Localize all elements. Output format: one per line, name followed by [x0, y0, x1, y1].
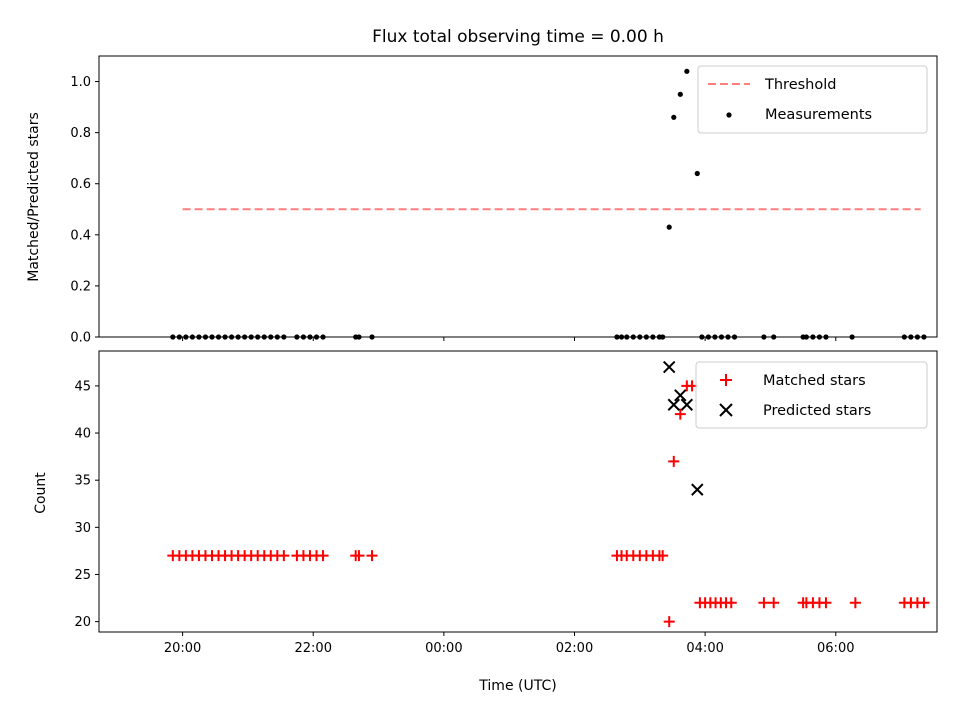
- matched-legend-swatch: [720, 374, 732, 386]
- x-tick-label: 04:00: [686, 641, 723, 656]
- measurements-point: [677, 91, 683, 97]
- count-panel-marks: [167, 360, 930, 628]
- matched-stars-point: [366, 550, 378, 562]
- matched-stars-point: [663, 616, 675, 628]
- y-tick-label: 20: [74, 615, 91, 630]
- count-panel: 20 25 30 35 40 45 20:00 22:00 00:00 02:00 04:00 06:…: [33, 350, 938, 656]
- y-tick-label: 30: [74, 521, 91, 536]
- x-tick-label: 20:00: [164, 641, 201, 656]
- predicted-stars-point: [680, 398, 694, 411]
- y-tick-label: 25: [74, 568, 91, 583]
- ratio-legend-box: [697, 65, 928, 134]
- y-tick-label: 45: [74, 379, 91, 394]
- matched-stars-point: [725, 597, 737, 609]
- matched-stars-point: [668, 455, 680, 467]
- ratio-panel-ticks: 0.0 0.2 0.4 0.6 0.8 1.0: [70, 75, 837, 346]
- measurements-point: [666, 224, 672, 230]
- ratio-y-axis-label: Matched/Predicted stars: [26, 112, 42, 282]
- y-tick-label: 0.8: [70, 126, 91, 141]
- y-tick-label: 0.2: [70, 279, 91, 294]
- measurements-legend-swatch: [726, 112, 732, 118]
- count-y-axis-label: Count: [33, 472, 49, 514]
- matched-stars-point: [768, 597, 780, 609]
- matched-stars-point: [820, 597, 832, 609]
- x-tick-label: 00:00: [425, 641, 462, 656]
- predicted-legend-label: Predicted stars: [763, 403, 871, 419]
- x-tick-label: 02:00: [556, 641, 593, 656]
- predicted-stars-point: [662, 360, 676, 374]
- count-legend: Matched stars Predicted stars: [695, 361, 928, 429]
- matched-stars-point: [278, 550, 290, 562]
- predicted-stars-point: [667, 398, 680, 411]
- y-tick-label: 1.0: [70, 75, 91, 90]
- matched-stars-point: [353, 550, 365, 562]
- matched-stars-point: [674, 408, 686, 420]
- x-axis-label: Time (UTC): [478, 678, 556, 694]
- ratio-legend: Threshold Measurements: [697, 65, 928, 134]
- predicted-stars-point: [674, 389, 687, 402]
- count-panel-frame: [98, 350, 938, 633]
- matched-stars-point: [657, 550, 669, 562]
- matched-stars-point: [918, 597, 930, 609]
- count-panel-ticks: 20 25 30 35 40 45 20:00 22:00 00:00 02:00 04:00 06:…: [74, 379, 854, 656]
- y-tick-label: 0.6: [70, 177, 91, 192]
- plot-title: Flux total observing time = 0.00 h: [372, 27, 664, 47]
- x-tick-label: 22:00: [295, 641, 332, 656]
- y-tick-label: 35: [74, 474, 91, 489]
- y-tick-label: 0.0: [70, 331, 91, 346]
- matched-stars-point: [849, 597, 861, 609]
- ratio-panel-frame: [98, 55, 938, 338]
- count-legend-box: [695, 361, 928, 429]
- y-tick-label: 0.4: [70, 228, 91, 243]
- matched-stars-point: [758, 597, 770, 609]
- measurements-legend-label: Measurements: [765, 107, 872, 123]
- predicted-stars-point: [691, 483, 704, 496]
- matched-legend-label: Matched stars: [763, 373, 866, 389]
- matched-stars-point: [317, 550, 329, 562]
- x-tick-label: 06:00: [817, 641, 854, 656]
- measurements-point: [694, 170, 700, 177]
- measurements-point: [671, 114, 677, 120]
- predicted-legend-swatch: [719, 403, 733, 417]
- measurements-point: [684, 68, 690, 74]
- threshold-legend-label: Threshold: [764, 77, 836, 93]
- y-tick-label: 40: [74, 427, 91, 442]
- ratio-panel: 0.0 0.2 0.4 0.6 0.8 1.0 Matched/Predicted sta…: [26, 55, 938, 346]
